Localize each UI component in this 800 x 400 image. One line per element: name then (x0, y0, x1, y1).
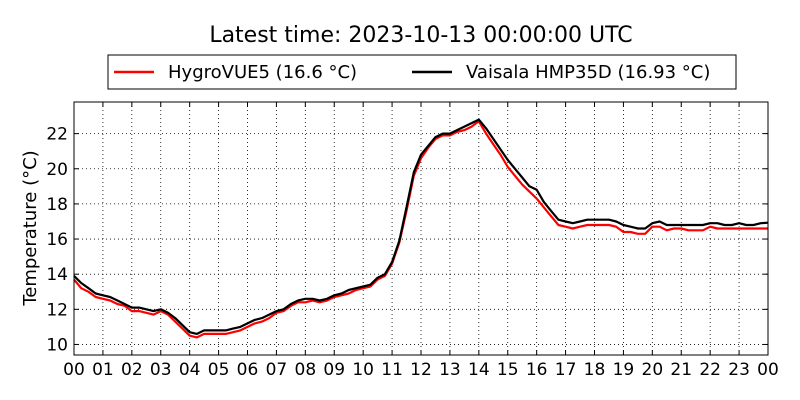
x-tick-label: 22 (699, 360, 721, 380)
x-tick-label: 00 (63, 360, 85, 380)
y-tick-label: 14 (46, 265, 68, 285)
y-tick-label: 10 (46, 335, 68, 355)
axis-tick-labels: 00 01 02 03 04 05 06 07 08 09 10 11 12 13 14 15 16 17 18 19… (46, 125, 778, 380)
y-tick-label: 22 (46, 125, 68, 145)
x-tick-label: 09 (323, 360, 345, 380)
x-tick-label: 05 (208, 360, 230, 380)
x-tick-label: 19 (613, 360, 635, 380)
x-tick-label: 06 (237, 360, 259, 380)
y-axis-label: Temperature (°C) (20, 150, 41, 306)
chart-title: Latest time: 2023-10-13 00:00:00 UTC (209, 23, 632, 48)
legend: HygroVUE5 (16.6 °C) Vaisala HMP35D (16.9… (108, 55, 736, 89)
x-tick-label: 00 (757, 360, 779, 380)
x-tick-label: 16 (526, 360, 548, 380)
x-tick-label: 10 (352, 360, 374, 380)
x-tick-label: 08 (295, 360, 317, 380)
x-tick-label: 21 (670, 360, 692, 380)
x-tick-label: 04 (179, 360, 201, 380)
legend-label-vaisala-hmp35d: Vaisala HMP35D (16.93 °C) (466, 62, 710, 83)
x-tick-label: 18 (584, 360, 606, 380)
series-lines (74, 120, 768, 338)
x-tick-label: 20 (642, 360, 664, 380)
y-tick-label: 16 (46, 230, 68, 250)
y-tick-label: 20 (46, 160, 68, 180)
x-tick-label: 11 (381, 360, 403, 380)
x-tick-label: 17 (555, 360, 577, 380)
x-tick-label: 07 (266, 360, 288, 380)
x-tick-label: 12 (410, 360, 432, 380)
x-tick-label: 13 (439, 360, 461, 380)
x-tick-label: 01 (92, 360, 114, 380)
y-tick-label: 12 (46, 300, 68, 320)
y-tick-label: 18 (46, 195, 68, 215)
x-tick-label: 15 (497, 360, 519, 380)
x-tick-label: 14 (468, 360, 490, 380)
x-tick-label: 23 (728, 360, 750, 380)
legend-label-hygrovue5: HygroVUE5 (16.6 °C) (168, 62, 357, 83)
x-tick-label: 03 (150, 360, 172, 380)
x-tick-label: 02 (121, 360, 143, 380)
